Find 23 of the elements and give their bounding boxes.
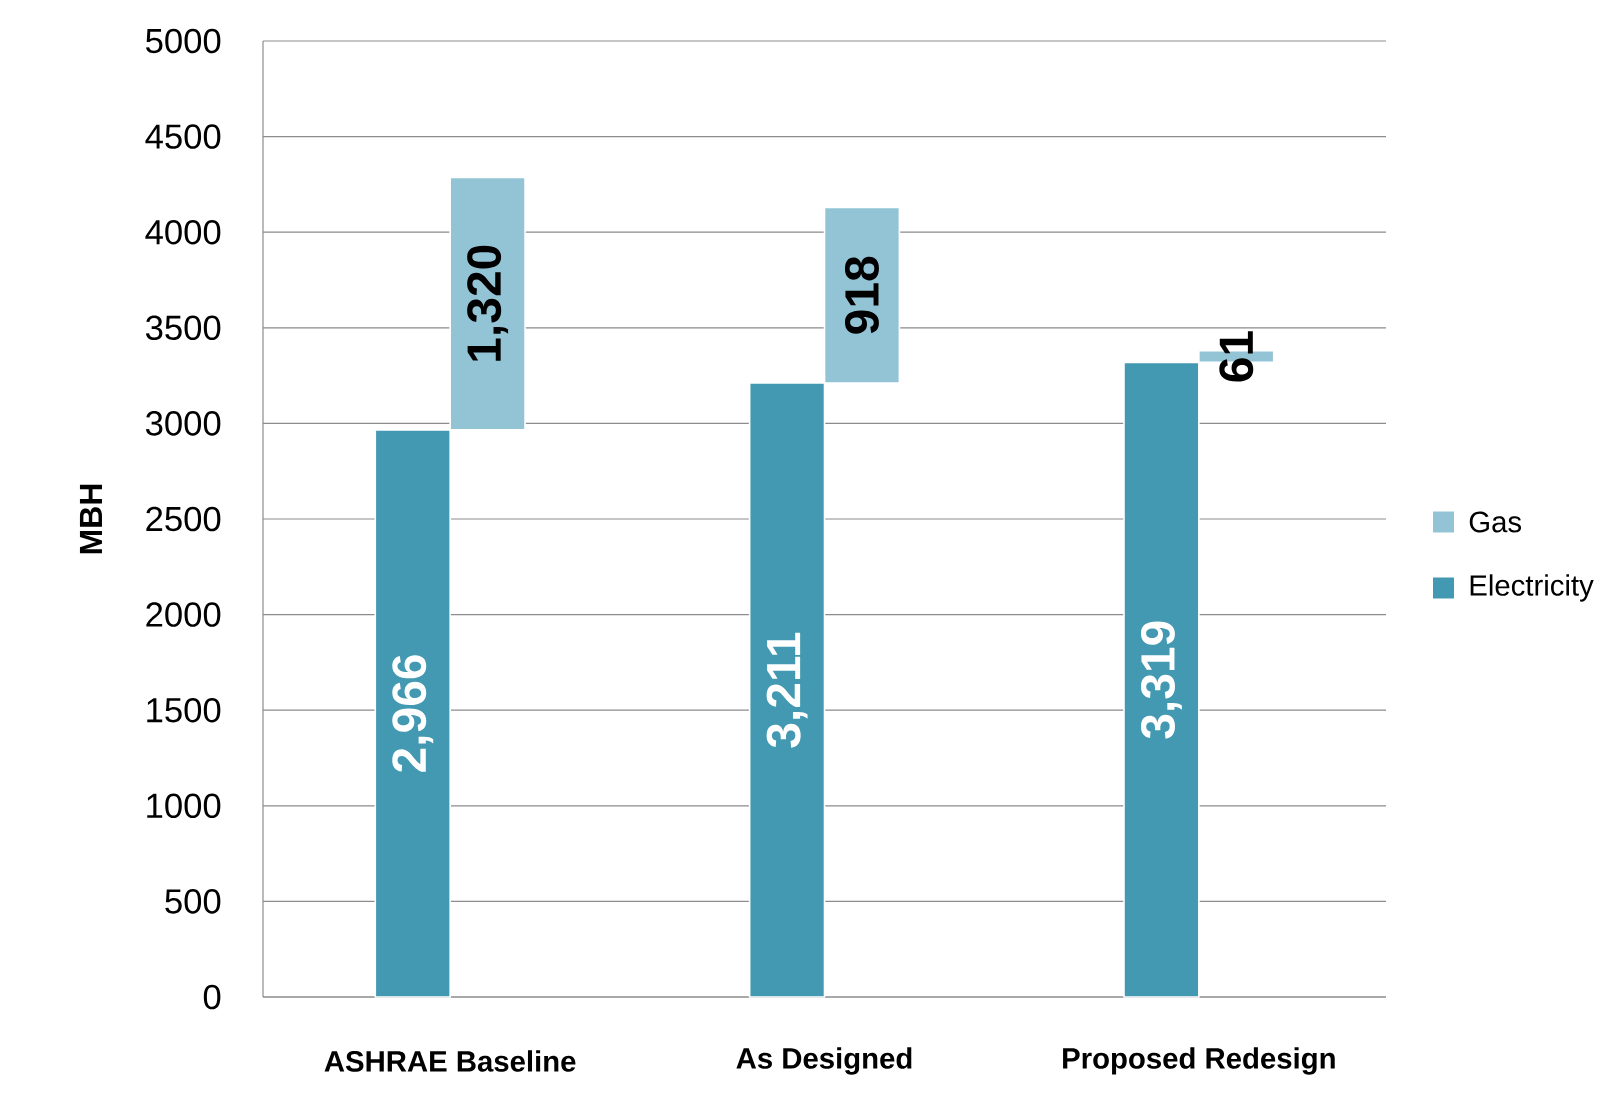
y-tick-label: 4000 <box>145 219 221 245</box>
y-tick-label: 1000 <box>147 793 221 819</box>
x-tick-label: Proposed Redesign <box>1063 1047 1335 1075</box>
x-tick-label: As Designed <box>736 1047 912 1075</box>
legend-label: Electricity <box>1470 574 1594 602</box>
data-label: 1,320 <box>467 245 509 361</box>
y-tick-label: 5000 <box>145 28 221 54</box>
y-tick-label: 3000 <box>145 411 221 436</box>
y-tick-label: 4500 <box>145 124 221 149</box>
y-tick-label: 1500 <box>147 697 221 723</box>
data-label: 2,966 <box>392 655 434 772</box>
legend-label: Gas <box>1469 511 1522 533</box>
y-tick-label: 2500 <box>146 506 221 532</box>
data-label: 3,211 <box>766 632 808 748</box>
data-label: 3,319 <box>1140 621 1182 739</box>
y-tick-label: 0 <box>203 984 221 1010</box>
y-tick-label: 3500 <box>145 315 221 341</box>
y-axis-title: MBH <box>79 484 102 554</box>
data-label: 61 <box>1219 331 1254 382</box>
x-tick-label: ASHRAE Baseline <box>324 1050 576 1072</box>
data-label: 918 <box>844 256 879 334</box>
y-tick-label: 500 <box>165 889 221 914</box>
y-tick-label: 2000 <box>146 602 221 627</box>
